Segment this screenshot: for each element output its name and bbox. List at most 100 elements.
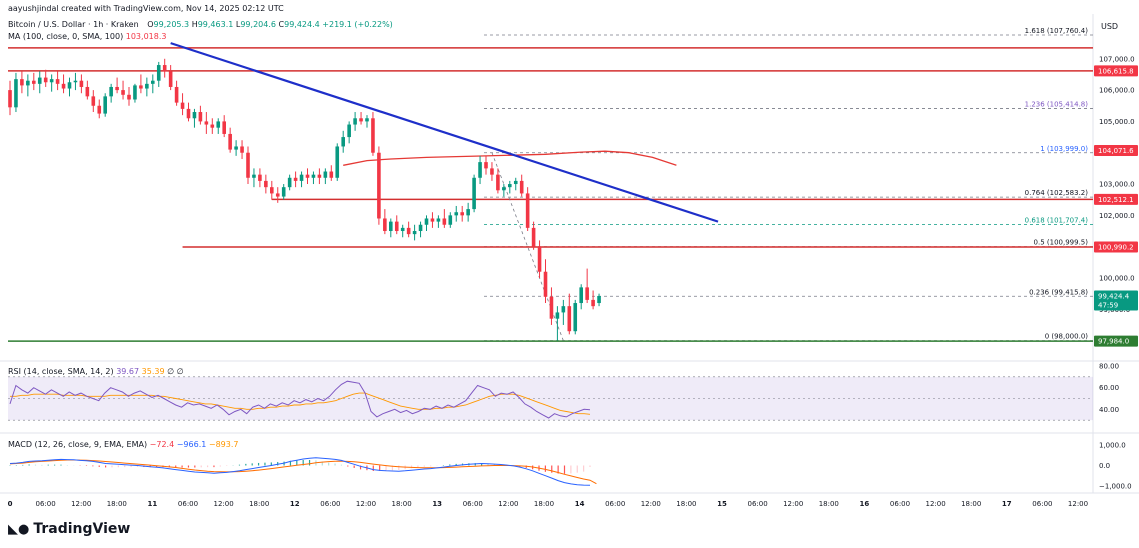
candle-body [585, 287, 589, 300]
candle-body [335, 146, 340, 178]
time-tick-label: 0 [8, 500, 13, 508]
time-tick-label: 06:00 [748, 500, 768, 508]
candle-body [79, 80, 84, 87]
fib-level-label: 0.764 (102,583.2) [1025, 189, 1089, 197]
candle-body [573, 303, 578, 332]
candle-body [26, 80, 30, 86]
candle-body [531, 227, 536, 247]
time-tick-label: 12:00 [926, 500, 946, 508]
ohlc-close-label: C [278, 20, 285, 29]
candle-body [43, 77, 48, 83]
candle-body [162, 65, 167, 72]
candle-body [359, 118, 363, 122]
symbol-legend: Bitcoin / U.S. Dollar · 1h · Kraken O 99,… [8, 20, 393, 29]
price-badge [1094, 193, 1138, 205]
rsi-ma-line [10, 392, 591, 415]
candle-body [14, 79, 18, 108]
candle-body [281, 187, 286, 197]
candle-body [454, 212, 459, 216]
candle-body [591, 299, 595, 307]
time-tick-label: 16 [860, 500, 870, 508]
candle-body [484, 162, 488, 169]
candle-body [412, 231, 417, 235]
rsi-legend: RSI (14, close, SMA, 14, 2) 39.67 35.39 … [8, 367, 184, 376]
candle-body [109, 86, 113, 97]
candle-body [258, 174, 262, 181]
macd-tick-label: 1,000.0 [1099, 442, 1126, 450]
rsi-tick-label: 80.00 [1099, 363, 1119, 371]
ma-legend: MA (100, close, 0, SMA, 100) 103,018.3 [8, 32, 166, 41]
candle-body [216, 121, 221, 128]
price-tick-label: 103,000.0 [1099, 181, 1135, 189]
candle-body [61, 83, 66, 89]
candle-body [156, 65, 161, 81]
candle-body [579, 287, 583, 304]
candle-body [240, 146, 244, 153]
candle-body [168, 71, 173, 87]
macd-legend: MACD (12, 26, close, 9, EMA, EMA) −72.4 … [8, 440, 238, 449]
ohlc-low: 99,204.6 [240, 20, 276, 29]
time-tick-label: 12:00 [214, 500, 234, 508]
price-badge [1094, 335, 1138, 347]
time-tick-label: 12 [290, 500, 300, 508]
candle-body [275, 193, 280, 197]
rsi-value: 39.67 [116, 367, 140, 376]
candle-body [246, 152, 250, 178]
candle-body [222, 121, 226, 134]
fib-level-label: 0.5 (100,999.5) [1034, 239, 1089, 247]
ma-label: MA (100, close, 0, SMA, 100) [8, 32, 124, 41]
currency-label: USD [1101, 22, 1119, 31]
price-tick-label: 102,000.0 [1099, 212, 1135, 220]
candle-body [561, 306, 566, 313]
candle-body [32, 80, 36, 84]
macd-tick-label: −1,000.0 [1099, 482, 1132, 490]
candle-body [234, 146, 238, 150]
symbol-name: Bitcoin / U.S. Dollar · 1h · Kraken [8, 20, 139, 29]
rsi-extra1: ∅ [167, 367, 175, 376]
time-tick-label: 13 [432, 500, 442, 508]
price-badge-label: 106,615.8 [1098, 67, 1134, 75]
rsi-band [8, 376, 1093, 421]
candle-body [448, 215, 453, 225]
time-tick-label: 18:00 [676, 500, 696, 508]
macd-line [9, 457, 591, 486]
time-tick-label: 12:00 [498, 500, 518, 508]
candle-body [174, 86, 179, 103]
time-tick-label: 14 [575, 500, 585, 508]
candle-body [121, 90, 125, 95]
candle-body [73, 80, 78, 83]
price-badge-countdown: 47:59 [1098, 302, 1118, 310]
ohlc-open-label: O [147, 20, 154, 29]
candle-body [264, 180, 268, 188]
brand-name: TradingView [33, 521, 131, 537]
price-tick-label: 100,000.0 [1099, 274, 1135, 282]
candle-body [537, 246, 542, 272]
time-tick-label: 12:00 [783, 500, 803, 508]
candle-body [8, 90, 12, 108]
time-tick-label: 06:00 [320, 500, 340, 508]
price-badge-label: 100,990.2 [1098, 243, 1134, 251]
rsi-label: RSI (14, close, SMA, 14, 2) [8, 367, 114, 376]
fib-level-label: 1 (103,999.0) [1040, 145, 1088, 153]
time-tick-label: 18:00 [249, 500, 269, 508]
candle-body [67, 82, 72, 89]
macd-label: MACD (12, 26, close, 9, EMA, EMA) [8, 440, 148, 449]
price-badge [1094, 144, 1138, 156]
candle-body [252, 174, 256, 178]
price-badge [1094, 290, 1138, 311]
rsi-tick-label: 60.00 [1099, 384, 1119, 392]
time-tick-label: 11 [148, 500, 158, 508]
candle-body [228, 133, 232, 150]
candle-body [490, 168, 494, 175]
trendline [170, 42, 719, 223]
candle-body [543, 271, 548, 297]
rsi-extra2: ∅ [176, 367, 184, 376]
candle-body [371, 118, 375, 153]
time-tick-label: 18:00 [961, 500, 981, 508]
fib-level-label: 1.618 (107,760.4) [1025, 27, 1089, 35]
candle-body [466, 209, 470, 216]
rsi-line [9, 380, 591, 419]
candle-body [394, 221, 399, 232]
candle-body [20, 79, 24, 86]
